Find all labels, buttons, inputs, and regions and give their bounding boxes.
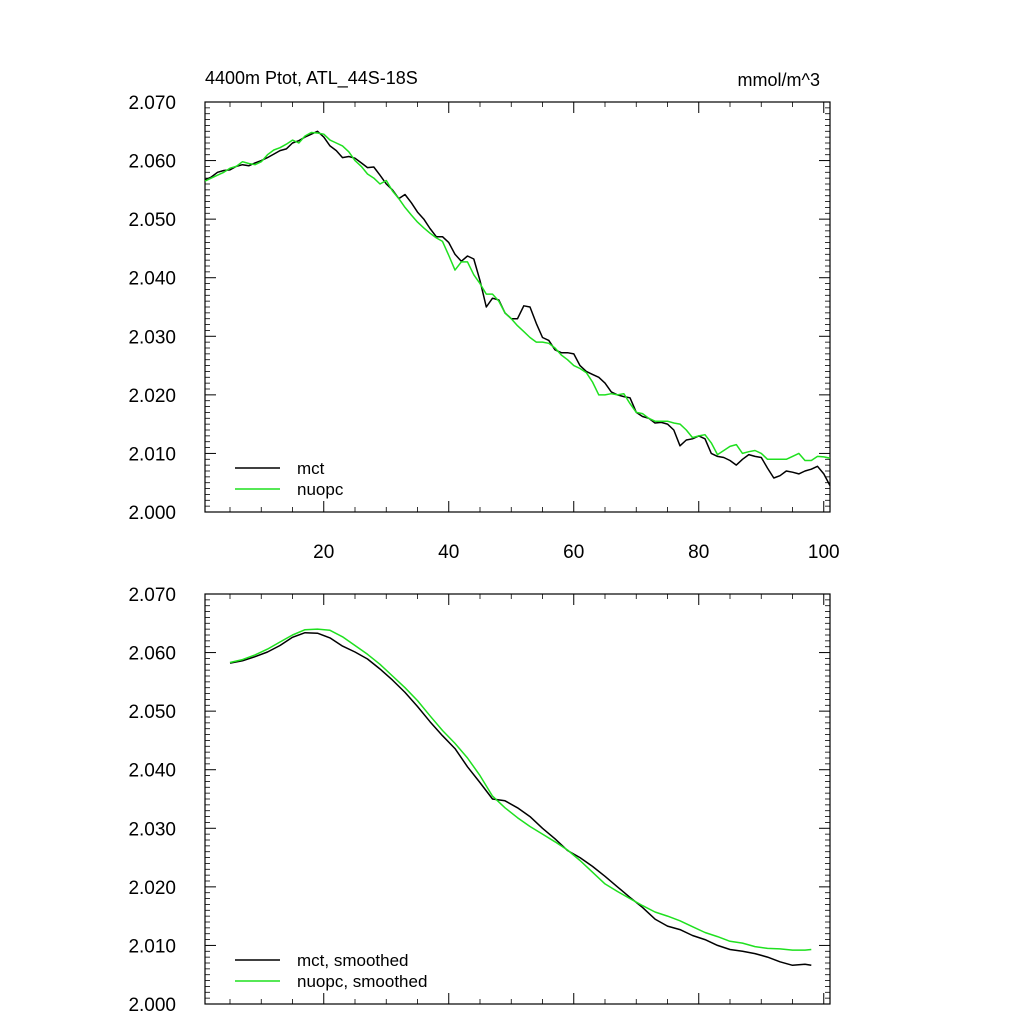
bottom-series-line-0 — [229, 631, 812, 967]
bottom-y-tick-label: 2.060 — [128, 644, 176, 665]
bottom-y-tick-label: 2.020 — [128, 878, 176, 899]
bottom-y-tick-label: 2.070 — [128, 585, 176, 606]
top-x-tick-label: 40 — [438, 542, 459, 563]
bottom-panel: 2.000 2.010 2.020 2.030 2.040 2.050 2.060 2.070… — [128, 585, 831, 1016]
bottom-legend-label-1: nuopc, smoothed — [297, 972, 427, 991]
top-x-tick-label: 60 — [563, 542, 584, 563]
bottom-y-tick-label: 2.000 — [128, 995, 176, 1016]
top-y-tick-label: 2.030 — [128, 327, 176, 348]
bottom-y-tick-label: 2.030 — [128, 819, 176, 840]
top-panel: 2.000 2.010 2.020 2.030 2.040 2.050 2.060 2.070… — [128, 93, 839, 563]
bottom-legend-label-0: mct, smoothed — [297, 951, 409, 970]
top-y-tick-label: 2.040 — [128, 269, 176, 290]
top-x-tick-label: 80 — [688, 542, 709, 563]
units-label: mmol/m^3 — [738, 70, 820, 90]
top-y-tick-label: 2.020 — [128, 386, 176, 407]
top-y-tick-label: 2.010 — [128, 444, 176, 465]
bottom-y-tick-label: 2.010 — [128, 936, 176, 957]
top-legend-label-0: mct — [297, 459, 325, 478]
top-y-tick-label: 2.050 — [128, 210, 176, 231]
top-y-tick-label: 2.060 — [128, 152, 176, 173]
top-legend-label-1: nuopc — [297, 480, 344, 499]
chart-title: 4400m Ptot, ATL_44S-18S — [205, 68, 418, 89]
top-y-tick-label: 2.070 — [128, 93, 176, 114]
bottom-series-line-1 — [229, 628, 812, 951]
top-x-tick-label: 100 — [808, 542, 840, 563]
top-series-line-0 — [204, 130, 831, 486]
top-y-tick-label: 2.000 — [128, 503, 176, 524]
top-x-tick-label: 20 — [313, 542, 334, 563]
bottom-y-tick-label: 2.040 — [128, 761, 176, 782]
bottom-y-tick-label: 2.050 — [128, 702, 176, 723]
top-series-line-1 — [204, 131, 831, 462]
top-plot-frame — [204, 101, 831, 513]
